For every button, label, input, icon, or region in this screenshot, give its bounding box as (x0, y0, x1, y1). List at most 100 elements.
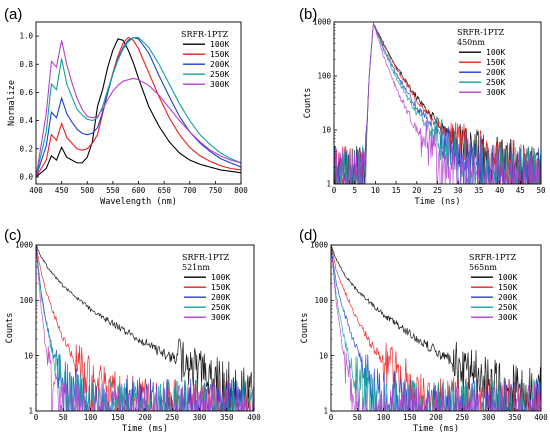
y-tick-label: 0.2 (19, 144, 33, 153)
legend-label-100K: 100K (498, 273, 517, 282)
x-tick-label: 550 (106, 186, 120, 195)
y-tick-label: 10 (322, 126, 332, 135)
x-tick-label: 25 (433, 186, 442, 195)
x-tick-label: 300 (193, 413, 207, 422)
x-tick-label: 400 (29, 186, 43, 195)
x-tick-label: 300 (482, 413, 496, 422)
legend-label-150K: 150K (211, 283, 230, 292)
y-axis-label: Counts (303, 88, 313, 119)
series-group (36, 245, 254, 411)
series-line-150K (36, 245, 254, 411)
x-tick-label: 100 (84, 413, 98, 422)
y-tick-label: 100 (314, 296, 328, 305)
x-tick-label: 0 (332, 186, 337, 195)
legend-label-200K: 200K (211, 293, 230, 302)
x-tick-label: 100 (377, 413, 391, 422)
series-line-150K (36, 36, 241, 178)
y-tick-label: 100 (19, 296, 33, 305)
x-tick-label: 400 (534, 413, 548, 422)
chart-panel-1: (a) 400 450 500 550 600 650 700 750 800 0.0 0.2 0.4 0… (4, 6, 248, 207)
y-tick-label: 0.8 (19, 60, 33, 69)
x-axis-label: Wavelength (nm) (100, 197, 177, 207)
x-tick-label: 45 (516, 186, 525, 195)
legend-label-100K: 100K (210, 40, 229, 49)
x-tick-label: 650 (157, 186, 171, 195)
panel-letter: (b) (299, 6, 317, 23)
series-line-250K (36, 245, 254, 411)
series-line-100K (36, 38, 241, 178)
x-tick-label: 250 (455, 413, 469, 422)
series-line-250K (36, 36, 241, 178)
y-tick-label: 0.6 (19, 88, 33, 97)
x-tick-label: 30 (454, 186, 464, 195)
x-tick-label: 700 (183, 186, 197, 195)
legend-label-200K: 200K (498, 293, 517, 302)
y-axis-label: Normalize (7, 80, 17, 126)
panel-letter: (d) (299, 227, 317, 244)
legend-label-150K: 150K (486, 58, 505, 67)
x-tick-label: 40 (495, 186, 505, 195)
y-tick-label: 1.0 (19, 32, 33, 41)
x-tick-label: 50 (353, 413, 363, 422)
y-tick-label: 1 (323, 407, 328, 416)
legend-label-300K: 300K (210, 80, 229, 89)
series-line-200K (334, 23, 541, 184)
legend-title: SRFR-1PTZ (181, 30, 229, 39)
x-axis-label: Time (ms) (413, 424, 459, 434)
legend-label-200K: 200K (210, 60, 229, 69)
legend-label-150K: 150K (498, 283, 517, 292)
y-tick-label: 1000 (15, 241, 34, 250)
x-tick-label: 750 (209, 186, 223, 195)
x-axis-label: Time (ms) (122, 424, 168, 434)
legend-label-100K: 100K (486, 48, 505, 57)
x-axis-label: Time (ns) (414, 197, 460, 207)
y-tick-label: 10 (24, 351, 34, 360)
x-tick-label: 500 (80, 186, 94, 195)
y-tick-label: 0.0 (19, 173, 33, 182)
x-tick-label: 50 (59, 413, 69, 422)
legend-title: SRFR-1PTZ (182, 253, 230, 262)
series-group (36, 36, 241, 178)
x-tick-label: 800 (234, 186, 248, 195)
series-group (331, 245, 541, 411)
x-tick-label: 350 (508, 413, 522, 422)
legend-label-250K: 250K (210, 70, 229, 79)
x-tick-label: 10 (371, 186, 381, 195)
legend-label-300K: 300K (211, 313, 230, 322)
x-tick-label: 5 (352, 186, 357, 195)
series-line-100K (36, 245, 254, 411)
x-tick-label: 250 (165, 413, 179, 422)
chart-panel-2: (b) 0 5 10 15 20 25 30 35 40 45 50 1 10 100 1000 Time (n… (299, 6, 546, 207)
chart-panel-4: (d) 0 50 100 150 200 250 300 350 400 1 10 100 1000 Tim… (299, 227, 548, 434)
x-tick-label: 150 (111, 413, 125, 422)
x-tick-label: 20 (412, 186, 422, 195)
panel-letter: (a) (4, 6, 22, 23)
x-tick-label: 200 (138, 413, 152, 422)
legend-title: SRFR-1PTZ (457, 28, 505, 37)
x-tick-label: 150 (403, 413, 417, 422)
x-tick-label: 600 (132, 186, 146, 195)
legend-label-300K: 300K (498, 313, 517, 322)
y-tick-label: 1000 (310, 241, 329, 250)
x-tick-label: 450 (55, 186, 69, 195)
y-tick-label: 0.4 (19, 116, 33, 125)
legend-title: 521nm (182, 263, 210, 272)
legend-title: SRFR-1PTZ (469, 253, 517, 262)
legend-label-150K: 150K (210, 50, 229, 59)
y-tick-label: 10 (319, 351, 329, 360)
x-tick-label: 400 (247, 413, 261, 422)
series-line-200K (36, 36, 241, 178)
x-tick-label: 50 (536, 186, 546, 195)
x-tick-label: 15 (392, 186, 401, 195)
y-tick-label: 1 (326, 180, 331, 189)
x-tick-label: 200 (429, 413, 443, 422)
series-line-300K (36, 40, 241, 178)
legend-title: 450nm (457, 38, 485, 47)
series-line-300K (334, 23, 541, 184)
legend-label-300K: 300K (486, 88, 505, 97)
y-tick-label: 100 (317, 72, 331, 81)
